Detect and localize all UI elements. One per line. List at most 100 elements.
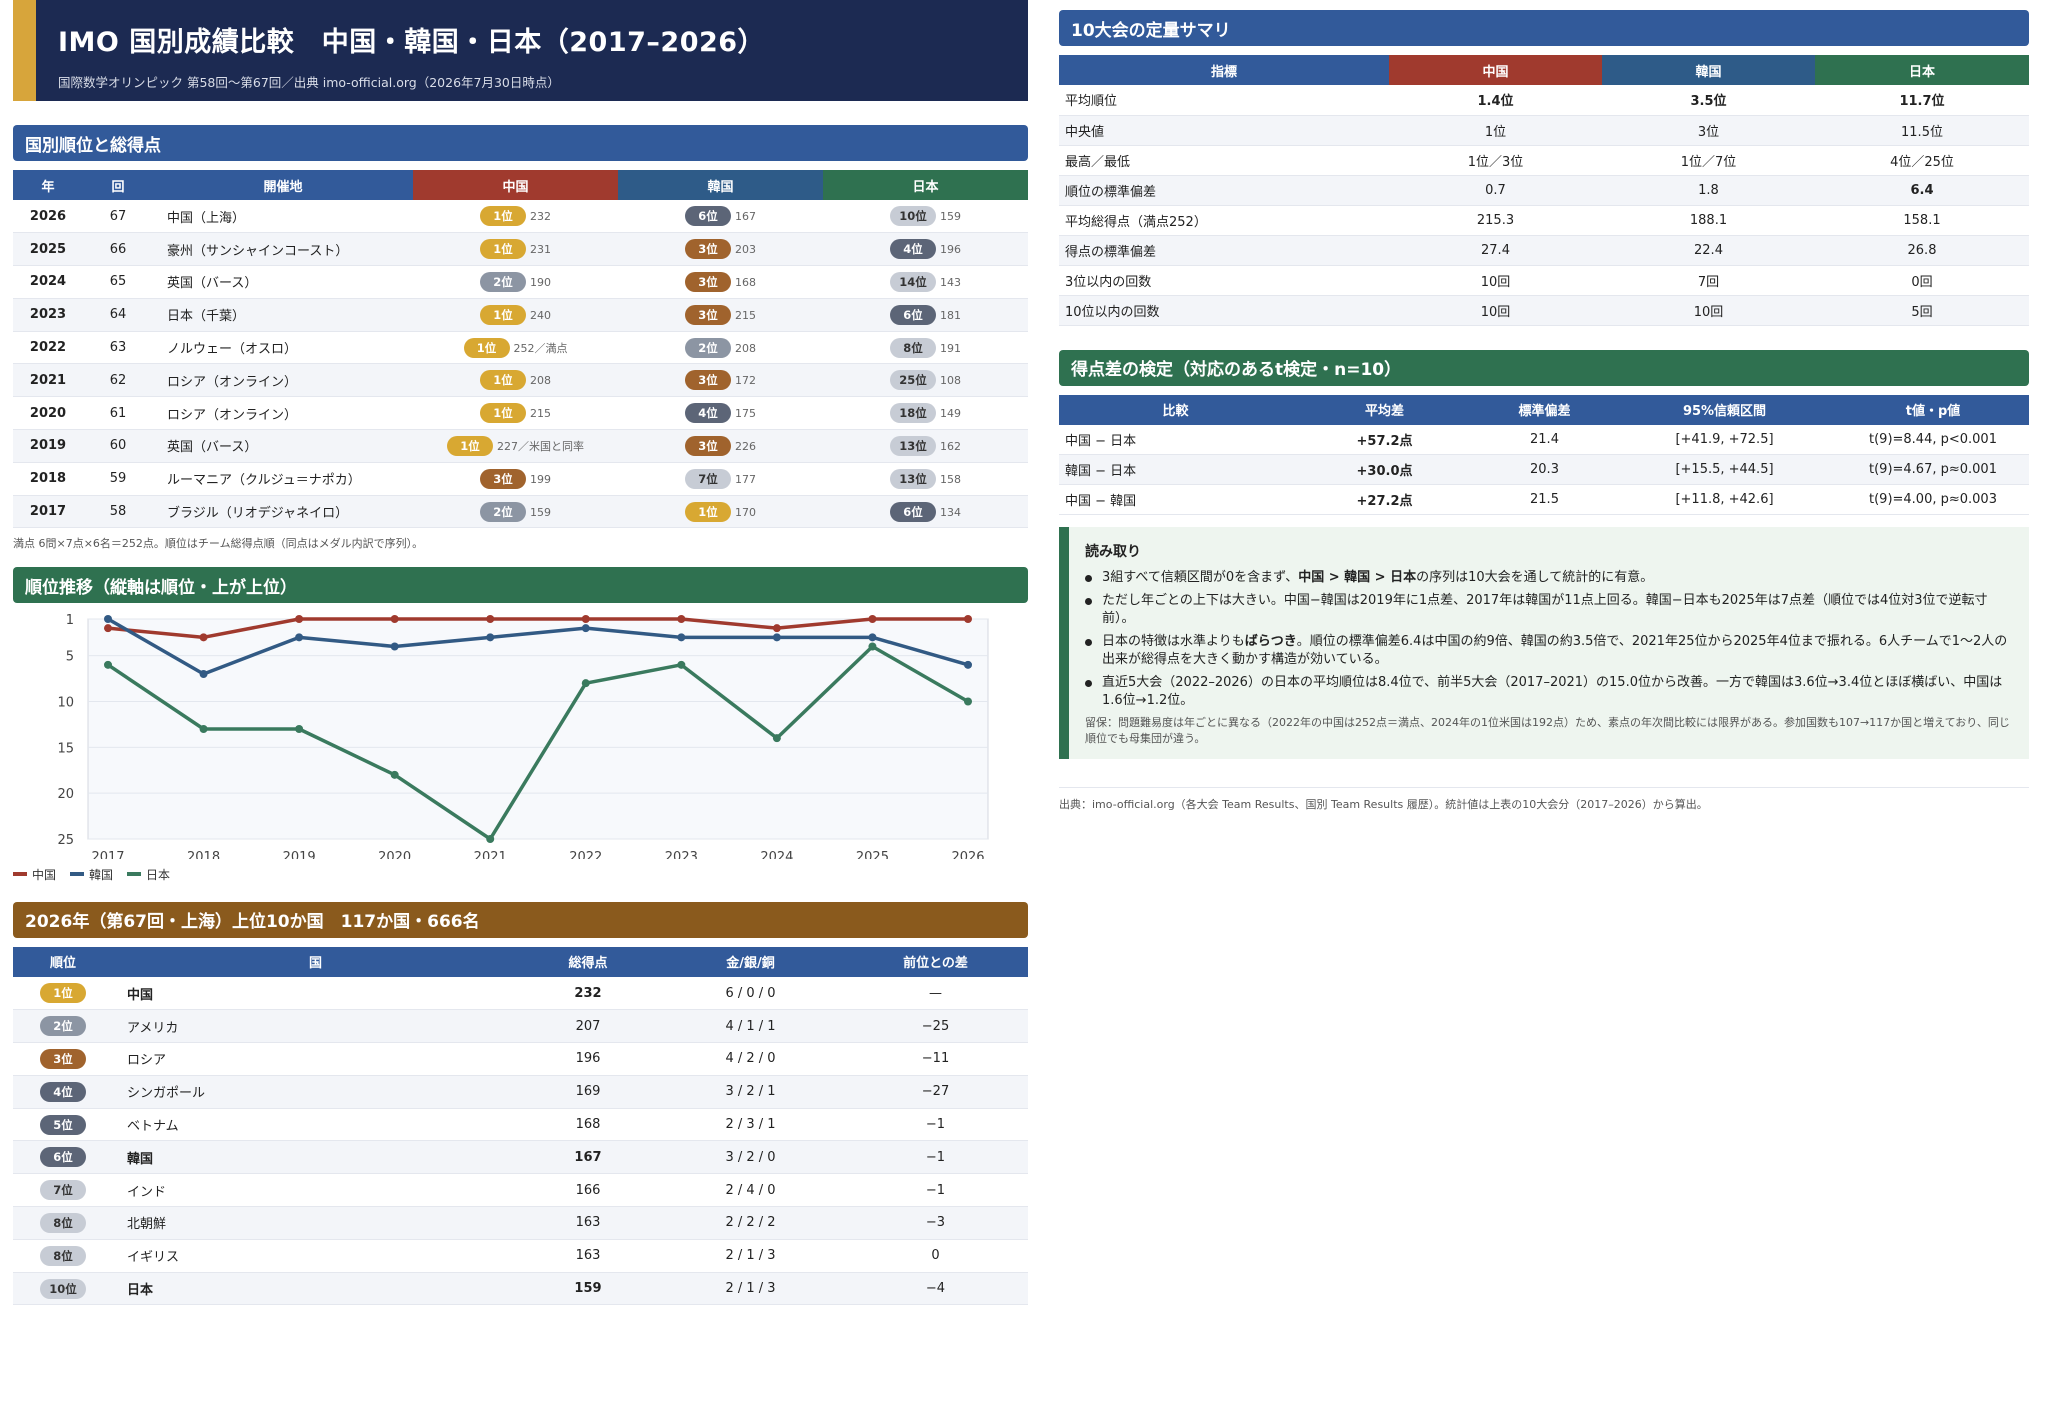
rank-badge: 1位 [480,206,526,227]
rank-cell: 8位 [13,1206,113,1240]
rank-badge: 2位 [685,337,731,358]
x-tick-label: 2024 [760,850,793,859]
round-cell: 61 [83,396,153,431]
rank-badge: 8位 [40,1245,86,1266]
column-header: 金/銀/銅 [658,946,843,977]
year-cell: 2025 [13,232,83,267]
rank-badge: 1位 [40,983,86,1004]
x-tick-label: 2018 [187,850,220,859]
column-header: 中国 [413,170,618,200]
table-row: 2023 64 日本（千葉） 1位 240 3位 215 6位 181 [13,298,1028,332]
data-point [199,670,208,679]
rank-cell: 6位 134 [823,495,1028,529]
year-cell: 2020 [13,396,83,431]
rank-cell: 3位 172 [618,363,823,398]
venue-cell: 英国（バース） [153,429,413,463]
rank-cell: 6位 [13,1140,113,1175]
t-value-cell: t(9)=4.67, p≈0.001 [1837,454,2029,485]
table-row: 中国 − 韓国 +27.2点 21.5 [+11.8, +42.6] t(9)=4.00… [1059,484,2029,515]
korea-value: 188.1 [1602,205,1815,236]
score-cell: 168 [518,1108,658,1142]
rank-cell: 3位 215 [618,298,823,332]
table-row: 2024 65 英国（バース） 2位 190 3位 168 14位 143 [13,265,1028,299]
score-cell: 163 [518,1206,658,1240]
country-cell: アメリカ [113,1009,518,1044]
rank-cell: 1位 208 [413,363,618,398]
column-header: 回 [83,170,153,200]
japan-value: 158.1 [1815,205,2029,236]
data-point [772,633,781,642]
score-value: 215 [530,407,551,421]
rank-cell: 2位 159 [413,495,618,529]
medals-cell: 3 / 2 / 0 [658,1140,843,1175]
column-header: 95%信頼区間 [1612,394,1837,425]
score-value: 143 [940,275,961,289]
table-row: 3位以内の回数 10回 7回 0回 [1059,265,2029,296]
x-tick-label: 2023 [665,850,698,859]
rank-badge: 6位 [890,501,936,522]
rank-badge: 1位 [685,501,731,522]
medals-cell: 6 / 0 / 0 [658,976,843,1011]
korea-value: 7回 [1602,265,1815,296]
section-header-rank: 国別順位と総得点 [13,125,1028,161]
rank-badge: 3位 [685,239,731,260]
country-cell: 北朝鮮 [113,1206,518,1240]
metric-label: 10位以内の回数 [1059,295,1389,326]
rank-cell: 14位 143 [823,265,1028,299]
column-header: t値・p値 [1837,394,2029,425]
japan-value: 6.4 [1815,175,2029,206]
column-header: 中国 [1389,55,1602,85]
data-point [486,615,495,624]
table-row: 2021 62 ロシア（オンライン） 1位 208 3位 172 25位 108 [13,363,1028,398]
rank-badge: 18位 [890,403,936,424]
venue-cell: 中国（上海） [153,200,413,234]
metric-label: 平均順位 [1059,85,1389,116]
medals-cell: 4 / 2 / 0 [658,1042,843,1076]
metric-label: 順位の標準偏差 [1059,175,1389,206]
table-row: 10位以内の回数 10回 10回 5回 [1059,295,2029,326]
table-row: 3位 ロシア 196 4 / 2 / 0 −11 [13,1042,1028,1076]
top10-table: 順位国総得点 金/銀/銅 前位との差 1位 中国 232 6 / 0 / 0— 2位 アメリカ… [13,946,1028,1306]
legend-item: 中国 [13,866,56,883]
venue-cell: ロシア（オンライン） [153,363,413,398]
country-cell: インド [113,1173,518,1208]
rank-table: 年回開催地 中国 韓国 日本 2026 67 中国（上海） 1位 232 6位 167 10位 159… [13,170,1028,529]
rank-cell: 13位 158 [823,462,1028,496]
data-point [390,642,399,651]
sd-cell: 20.3 [1477,454,1612,485]
venue-cell: 豪州（サンシャインコースト） [153,232,413,267]
rank-badge: 3位 [685,370,731,391]
year-cell: 2018 [13,462,83,496]
score-value: 199 [530,472,551,486]
medals-cell: 4 / 1 / 1 [658,1009,843,1044]
rank-badge: 10位 [40,1278,86,1299]
rank-cell: 6位 181 [823,298,1028,332]
series-line [107,645,969,842]
korea-value: 22.4 [1602,235,1815,266]
data-point [772,624,781,633]
rank-cell: 1位 231 [413,232,618,267]
diff-cell: −3 [843,1206,1028,1240]
rank-cell: 13位 162 [823,429,1028,463]
diff-cell: −25 [843,1009,1028,1044]
column-header: 韓国 [1602,55,1815,85]
rank-badge: 1位 [480,304,526,325]
rank-badge: 2位 [40,1016,86,1037]
country-cell: 日本 [113,1272,518,1306]
score-cell: 167 [518,1140,658,1175]
diff-cell: 0 [843,1239,1028,1273]
rank-cell: 1位 227／米国と同率 [413,429,618,463]
data-point [486,633,495,642]
table-row: 2022 63 ノルウェー（オスロ） 1位 252／満点 2位 208 8位 191 [13,331,1028,365]
china-value: 1位／3位 [1389,145,1602,176]
score-cell: 169 [518,1075,658,1109]
data-point [295,725,304,734]
score-cell: 196 [518,1042,658,1076]
rank-badge: 25位 [890,370,936,391]
country-cell: ロシア [113,1042,518,1076]
score-value: 168 [735,275,756,289]
data-point [295,633,304,642]
round-cell: 62 [83,363,153,398]
